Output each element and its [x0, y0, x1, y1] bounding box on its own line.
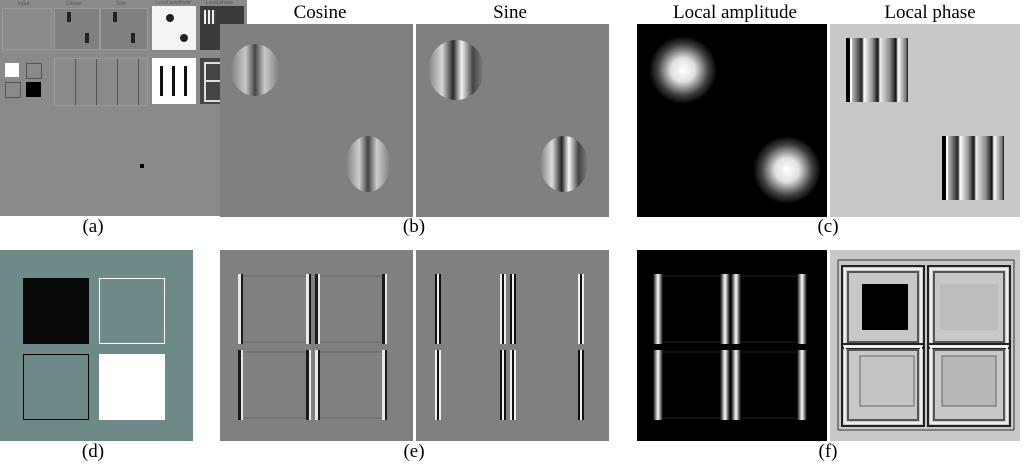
- panel-a-thumbnail: Input Cosine Sine Local amplitude Local …: [0, 0, 247, 216]
- label-e: (e): [403, 441, 425, 462]
- square-white: [99, 354, 165, 420]
- cosine-image: [231, 44, 390, 192]
- thumb-title-sine: Sine: [116, 1, 127, 7]
- header-amplitude: Local amplitude: [673, 2, 797, 23]
- thumb-title-amplitude: Local amplitude: [156, 0, 192, 6]
- header-sine: Sine: [493, 2, 527, 23]
- thumb-title-input: Input: [18, 1, 30, 7]
- panel-f-phase: [830, 250, 1020, 441]
- cosine-edges-image: [238, 274, 387, 420]
- thumb-grid-amp: [152, 58, 196, 104]
- thumb-dot: [140, 164, 144, 168]
- thumb-input: [2, 8, 52, 50]
- thumb-cosine: [54, 8, 100, 50]
- panel-c-amplitude: [637, 24, 827, 217]
- phase-stripes-upper: [846, 38, 908, 102]
- amplitude-image: [649, 36, 821, 204]
- label-a: (a): [82, 216, 104, 237]
- header-phase: Local phase: [884, 2, 976, 23]
- label-b: (b): [402, 216, 426, 237]
- thumb-grid-cos: [54, 58, 148, 106]
- thumb-squares: [2, 58, 48, 104]
- phase-edges-image: [837, 259, 1015, 431]
- panel-c-phase: [830, 24, 1020, 217]
- thumb-amplitude: [152, 6, 196, 50]
- panel-e-cosine: [220, 250, 413, 441]
- sine-image: [428, 40, 588, 192]
- panel-b-sine: [416, 24, 609, 217]
- square-black: [23, 278, 89, 344]
- panel-d-squares: [0, 250, 193, 441]
- label-d: (d): [81, 441, 105, 462]
- thumb-sine: [100, 8, 148, 50]
- label-c: (c): [817, 216, 839, 237]
- header-cosine: Cosine: [293, 2, 347, 23]
- thumb-title-cosine: Cosine: [66, 1, 82, 7]
- square-white-outline: [99, 278, 165, 344]
- thumb-title-phase: Local phase: [206, 0, 233, 6]
- panel-f-amplitude: [637, 250, 827, 441]
- panel-e-sine: [416, 250, 609, 441]
- square-black-outline: [23, 354, 89, 420]
- panel-b-cosine: [220, 24, 413, 217]
- amplitude-edges-image: [653, 274, 807, 420]
- label-f: (f): [818, 441, 838, 462]
- sine-edges-image: [435, 274, 584, 420]
- phase-stripes-lower: [942, 136, 1004, 200]
